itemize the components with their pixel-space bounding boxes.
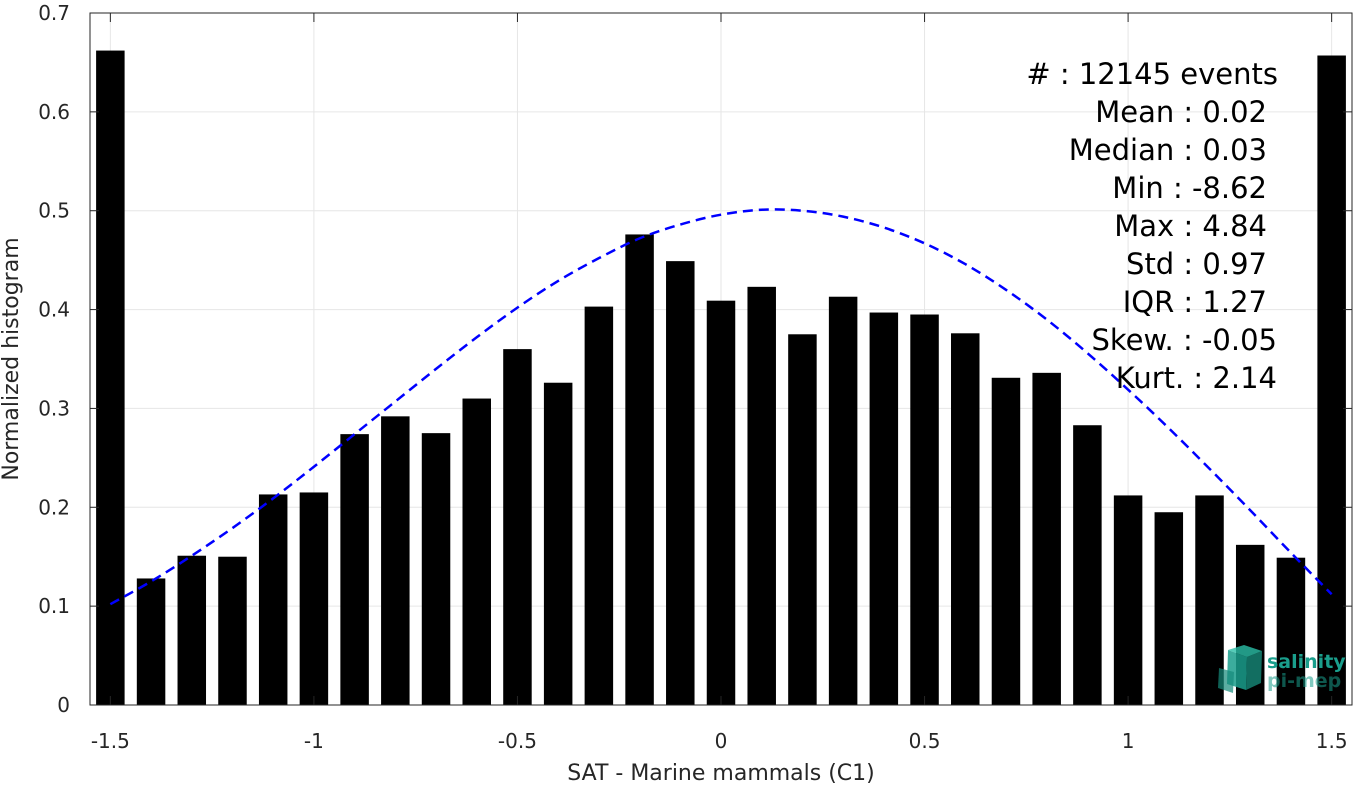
stat-line-7: Skew. : -0.05 bbox=[1091, 323, 1277, 357]
stats-annotation: # : 12145 events Mean : 0.02 Median : 0.03… bbox=[1026, 57, 1278, 395]
ticks bbox=[90, 12, 1352, 706]
bar-30 bbox=[1317, 55, 1346, 706]
bar-16 bbox=[747, 286, 776, 705]
stat-line-0: # : 12145 events bbox=[1026, 57, 1278, 91]
bar-6 bbox=[340, 434, 369, 705]
bar-11 bbox=[543, 382, 573, 705]
bar-25 bbox=[1113, 495, 1143, 705]
stat-line-1: Mean : 0.02 bbox=[1095, 95, 1267, 129]
stat-line-3: Min : -8.62 bbox=[1112, 171, 1267, 205]
y-tick-label-3: 0.3 bbox=[38, 396, 70, 420]
bar-26 bbox=[1154, 512, 1184, 705]
y-tick-label-0: 0 bbox=[57, 693, 70, 717]
x-tick-label-4: 0.5 bbox=[909, 729, 941, 753]
bar-17 bbox=[788, 334, 817, 705]
bar-24 bbox=[1073, 425, 1102, 705]
bar-18 bbox=[828, 296, 858, 705]
bar-29 bbox=[1276, 557, 1306, 705]
bar-0 bbox=[96, 50, 125, 705]
y-axis-label: Normalized histogram bbox=[0, 237, 24, 480]
salinity-pi-mep-logo: salinity pi-mep bbox=[1218, 645, 1346, 693]
x-tick-label-1: -1 bbox=[304, 729, 324, 753]
x-tick-label-6: 1.5 bbox=[1316, 729, 1348, 753]
bar-14 bbox=[666, 261, 695, 705]
bar-23 bbox=[1032, 372, 1061, 705]
fit-curve bbox=[109, 208, 1333, 606]
x-tick-label-0: -1.5 bbox=[91, 729, 130, 753]
x-tick-labels: -1.5 -1 -0.5 0 0.5 1 1.5 bbox=[91, 729, 1348, 753]
logo-cube-icon bbox=[1218, 645, 1262, 693]
bar-19 bbox=[869, 312, 899, 705]
stat-line-5: Std : 0.97 bbox=[1126, 247, 1267, 281]
x-tick-label-3: 0 bbox=[715, 729, 728, 753]
bar-21 bbox=[951, 333, 980, 705]
stat-line-4: Max : 4.84 bbox=[1114, 209, 1267, 243]
bar-22 bbox=[991, 377, 1021, 705]
logo-line2: pi-mep bbox=[1267, 670, 1341, 692]
bar-20 bbox=[910, 314, 939, 705]
y-tick-label-5: 0.5 bbox=[38, 199, 70, 223]
bar-3 bbox=[218, 556, 247, 705]
bar-8 bbox=[421, 433, 451, 705]
y-tick-label-7: 0.7 bbox=[38, 1, 70, 25]
bar-13 bbox=[625, 234, 654, 705]
x-tick-label-2: -0.5 bbox=[498, 729, 537, 753]
bar-1 bbox=[136, 578, 166, 705]
x-tick-label-5: 1 bbox=[1122, 729, 1135, 753]
bar-7 bbox=[381, 416, 410, 705]
bar-4 bbox=[258, 494, 288, 705]
bar-15 bbox=[706, 300, 736, 705]
bars bbox=[96, 50, 1346, 706]
stat-line-2: Median : 0.03 bbox=[1069, 133, 1267, 167]
bar-2 bbox=[177, 555, 207, 705]
bar-10 bbox=[503, 349, 532, 705]
bar-5 bbox=[299, 492, 329, 705]
y-tick-label-1: 0.1 bbox=[38, 594, 70, 618]
x-axis-label: SAT - Marine mammals (C1) bbox=[567, 761, 875, 785]
y-tick-labels: 0 0.1 0.2 0.3 0.4 0.5 0.6 0.7 bbox=[38, 1, 70, 717]
stat-line-8: Kurt. : 2.14 bbox=[1116, 361, 1277, 395]
logo-line1: salinity bbox=[1267, 651, 1346, 673]
y-tick-label-2: 0.2 bbox=[38, 495, 70, 519]
bar-12 bbox=[584, 306, 614, 705]
y-tick-label-6: 0.6 bbox=[38, 100, 70, 124]
y-tick-label-4: 0.4 bbox=[38, 298, 70, 322]
bar-9 bbox=[462, 398, 491, 705]
stat-line-6: IQR : 1.27 bbox=[1123, 285, 1267, 319]
